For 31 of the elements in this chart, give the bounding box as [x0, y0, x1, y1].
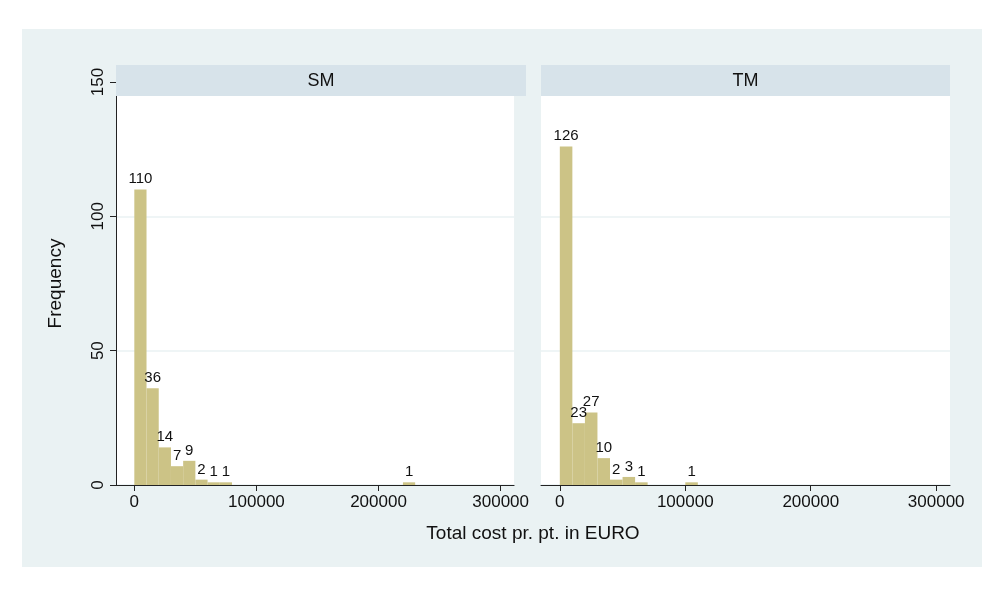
- data-label: 110: [128, 169, 153, 187]
- y-tick-label: 100: [88, 202, 107, 231]
- x-axis-title: Total cost pr. pt. in EURO: [425, 522, 641, 544]
- x-tick-label: 0: [129, 492, 140, 511]
- data-label: 7: [172, 446, 182, 464]
- y-tick-label: 0: [88, 480, 107, 490]
- x-tick-label: 100000: [228, 492, 285, 511]
- data-label: 1: [637, 462, 646, 480]
- x-tick-label: 300000: [472, 492, 529, 511]
- chart-title: TM: [731, 70, 760, 91]
- data-label: 1: [209, 462, 218, 480]
- x-tick-label: 300000: [907, 492, 965, 511]
- x-tick-label: 100000: [656, 492, 714, 511]
- y-tick-label: 50: [88, 341, 107, 361]
- data-label: 36: [144, 368, 161, 386]
- data-label: 1: [404, 462, 414, 480]
- data-label: 2: [197, 459, 206, 477]
- data-label: 1: [221, 462, 231, 480]
- x-tick-label: 0: [555, 492, 565, 511]
- data-label: 14: [156, 427, 174, 445]
- data-label: 3: [624, 456, 633, 474]
- chart-title: SM: [306, 70, 336, 91]
- y-axis-title: Frequency: [44, 238, 65, 329]
- x-tick-label: 200000: [350, 492, 407, 511]
- x-tick-label: 200000: [782, 492, 840, 511]
- data-label: 9: [185, 440, 194, 458]
- data-label: 10: [595, 438, 613, 456]
- data-label: 2: [612, 459, 621, 477]
- data-label: 126: [553, 126, 579, 144]
- y-tick-label: 150: [88, 67, 107, 97]
- data-label: 1: [687, 462, 696, 480]
